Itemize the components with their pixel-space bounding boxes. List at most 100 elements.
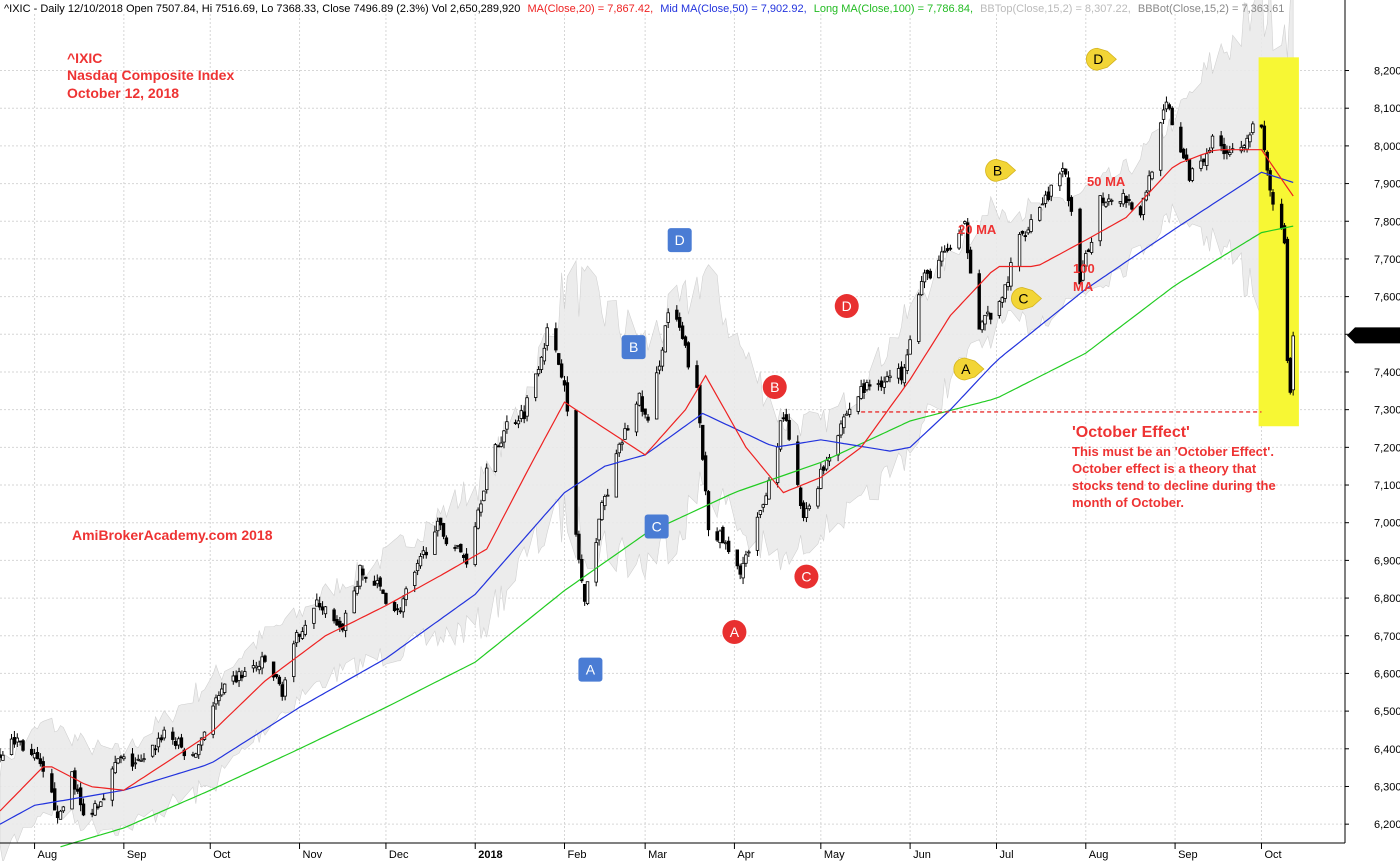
y-tick-label: 8,100 — [1374, 103, 1400, 115]
candle-up — [804, 508, 809, 518]
candle-up — [473, 526, 477, 565]
candle-down — [459, 543, 463, 553]
candle-up — [343, 612, 348, 631]
candle-down — [796, 441, 800, 485]
candle-down — [1167, 104, 1172, 109]
candle-up — [657, 365, 662, 371]
marker-label: C — [1018, 290, 1028, 306]
candle-up — [142, 758, 146, 761]
candle-up — [807, 505, 812, 510]
candle-up — [1118, 201, 1123, 204]
y-tick-label: 7,400 — [1374, 367, 1400, 379]
candle-up — [847, 408, 852, 415]
candle-up — [352, 590, 356, 614]
candle-up — [778, 420, 783, 450]
marker-square-d — [667, 228, 692, 253]
x-tick-label: Oct — [1264, 849, 1281, 861]
y-tick-label: 8,000 — [1374, 141, 1400, 153]
candle-down — [1063, 168, 1068, 175]
candle-down — [464, 553, 469, 565]
candle-up — [401, 598, 405, 613]
candle-up — [1061, 168, 1065, 172]
candle-down — [1288, 357, 1292, 393]
candle-down — [0, 754, 2, 758]
candle-down — [513, 422, 518, 424]
candle-up — [58, 810, 63, 820]
marker-square-a — [578, 657, 603, 682]
candle-up — [323, 606, 328, 615]
candle-down — [297, 633, 302, 637]
candle-up — [1, 754, 5, 761]
candle-up — [122, 756, 126, 760]
candle-up — [214, 697, 218, 705]
title-line-2: Nasdaq Composite Index — [67, 67, 234, 83]
marker-label: A — [730, 624, 740, 640]
candle-down — [781, 417, 786, 420]
candle-down — [928, 270, 932, 279]
candle-up — [133, 762, 138, 765]
candle-up — [197, 744, 201, 756]
candle-down — [784, 414, 788, 421]
candle-up — [908, 339, 912, 355]
candle-up — [237, 671, 241, 681]
candle-up — [842, 416, 846, 429]
candle-down — [1222, 143, 1226, 155]
candle-up — [896, 368, 901, 379]
candle-down — [461, 554, 466, 558]
candle-up — [1199, 160, 1203, 169]
candle-up — [113, 762, 117, 774]
candle-down — [1078, 208, 1082, 285]
marker-label: B — [770, 379, 779, 395]
candle-down — [76, 788, 80, 792]
candle-up — [479, 503, 483, 513]
candle-down — [945, 248, 950, 251]
candle-up — [1003, 284, 1007, 299]
candle-up — [545, 327, 549, 346]
candle-down — [1182, 148, 1186, 159]
ma100-label-line1: 100 — [1073, 261, 1095, 276]
candle-down — [968, 249, 973, 274]
candle-down — [966, 222, 970, 254]
y-tick-label: 8,200 — [1374, 66, 1400, 78]
y-tick-label: 6,700 — [1374, 631, 1400, 643]
candle-up — [634, 403, 639, 433]
y-tick-label: 6,200 — [1374, 819, 1400, 831]
candle-up — [139, 759, 143, 762]
candle-up — [303, 624, 307, 635]
candle-down — [55, 811, 60, 819]
candle-down — [159, 737, 163, 741]
candle-down — [364, 576, 368, 579]
candle-up — [505, 421, 509, 430]
candle-up — [919, 281, 924, 296]
candle-up — [1029, 219, 1033, 232]
y-tick-label: 6,500 — [1374, 706, 1400, 718]
candle-up — [217, 695, 221, 702]
candle-up — [294, 632, 299, 644]
marker-label: B — [993, 162, 1002, 178]
candle-down — [735, 549, 739, 567]
candle-down — [119, 756, 123, 759]
candle-up — [1107, 198, 1111, 202]
candle-down — [1271, 192, 1275, 205]
candle-down — [1130, 202, 1134, 210]
candle-down — [1187, 159, 1192, 181]
candle-down — [899, 366, 904, 381]
candle-up — [859, 386, 863, 399]
candle-down — [706, 491, 711, 531]
candle-up — [747, 551, 751, 554]
candle-up — [525, 397, 529, 417]
candle-up — [724, 542, 728, 545]
candle-up — [70, 771, 74, 810]
candle-up — [61, 806, 66, 812]
candle-up — [937, 259, 941, 279]
candle-up — [1081, 265, 1085, 281]
y-tick-label: 6,400 — [1374, 744, 1400, 756]
candle-down — [559, 363, 564, 378]
candle-down — [78, 787, 83, 806]
candle-down — [130, 753, 135, 767]
title-line-3: October 12, 2018 — [67, 85, 179, 101]
candle-up — [150, 744, 155, 757]
candle-down — [801, 502, 806, 518]
candle-up — [940, 251, 944, 262]
